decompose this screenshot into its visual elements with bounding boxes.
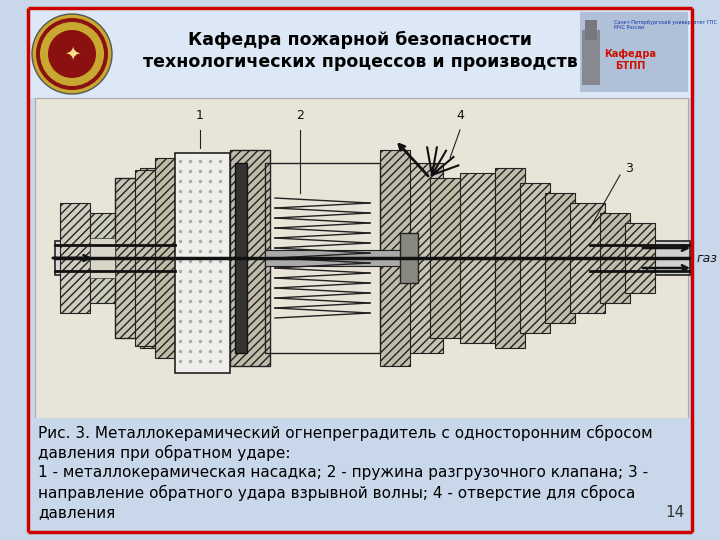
Bar (585, 20, 597, 40)
Bar (28, 8, 692, 98)
Bar (545, 193, 575, 323)
Bar (380, 150, 410, 366)
Text: 1: 1 (196, 109, 204, 122)
Bar (580, 12, 688, 92)
Bar (135, 170, 157, 346)
Bar (90, 213, 115, 303)
Bar (230, 150, 270, 366)
Text: Рис. 3. Металлокерамический огнепреградитель с односторонним сбросом: Рис. 3. Металлокерамический огнепрегради… (38, 425, 652, 441)
Text: 14: 14 (666, 505, 685, 520)
Text: газ: газ (697, 252, 718, 265)
Circle shape (48, 30, 96, 78)
Bar (430, 178, 470, 338)
Text: направление обратного удара взрывной волны; 4 - отверстие для сброса: направление обратного удара взрывной вол… (38, 485, 635, 501)
Bar (90, 238, 115, 278)
Text: Кафедра
БТПП: Кафедра БТПП (604, 49, 656, 71)
Bar (35, 98, 688, 418)
Bar (235, 163, 247, 353)
Bar (570, 203, 605, 313)
Bar (28, 418, 692, 528)
Text: 4: 4 (456, 109, 464, 122)
Text: 2: 2 (296, 109, 304, 122)
Circle shape (36, 18, 108, 90)
Bar (265, 250, 410, 266)
Bar (175, 153, 230, 373)
Text: 3: 3 (625, 161, 633, 174)
Bar (265, 163, 380, 353)
Text: давления при обратном ударе:: давления при обратном ударе: (38, 445, 290, 461)
Bar (590, 241, 690, 275)
Circle shape (40, 22, 104, 86)
Bar (60, 203, 90, 313)
Text: ✦: ✦ (64, 44, 80, 64)
Text: давления: давления (38, 505, 115, 520)
Text: Кафедра пожарной безопасности: Кафедра пожарной безопасности (188, 31, 532, 49)
Text: Санкт-Петербургский университет ГПС МЧС России: Санкт-Петербургский университет ГПС МЧС … (614, 19, 717, 30)
Text: технологических процессов и производств: технологических процессов и производств (143, 53, 577, 71)
Bar (140, 168, 175, 348)
Bar (400, 233, 418, 283)
Bar (155, 158, 177, 358)
Bar (408, 163, 443, 353)
Bar (582, 30, 600, 85)
Bar (520, 183, 550, 333)
Bar (115, 178, 170, 338)
Bar (55, 241, 175, 275)
Bar (600, 213, 630, 303)
Bar (495, 168, 525, 348)
Bar (625, 223, 655, 293)
Bar (460, 173, 495, 343)
Text: 1 - металлокерамическая насадка; 2 - пружина разгрузочного клапана; 3 -: 1 - металлокерамическая насадка; 2 - пру… (38, 465, 648, 480)
Circle shape (32, 14, 112, 94)
